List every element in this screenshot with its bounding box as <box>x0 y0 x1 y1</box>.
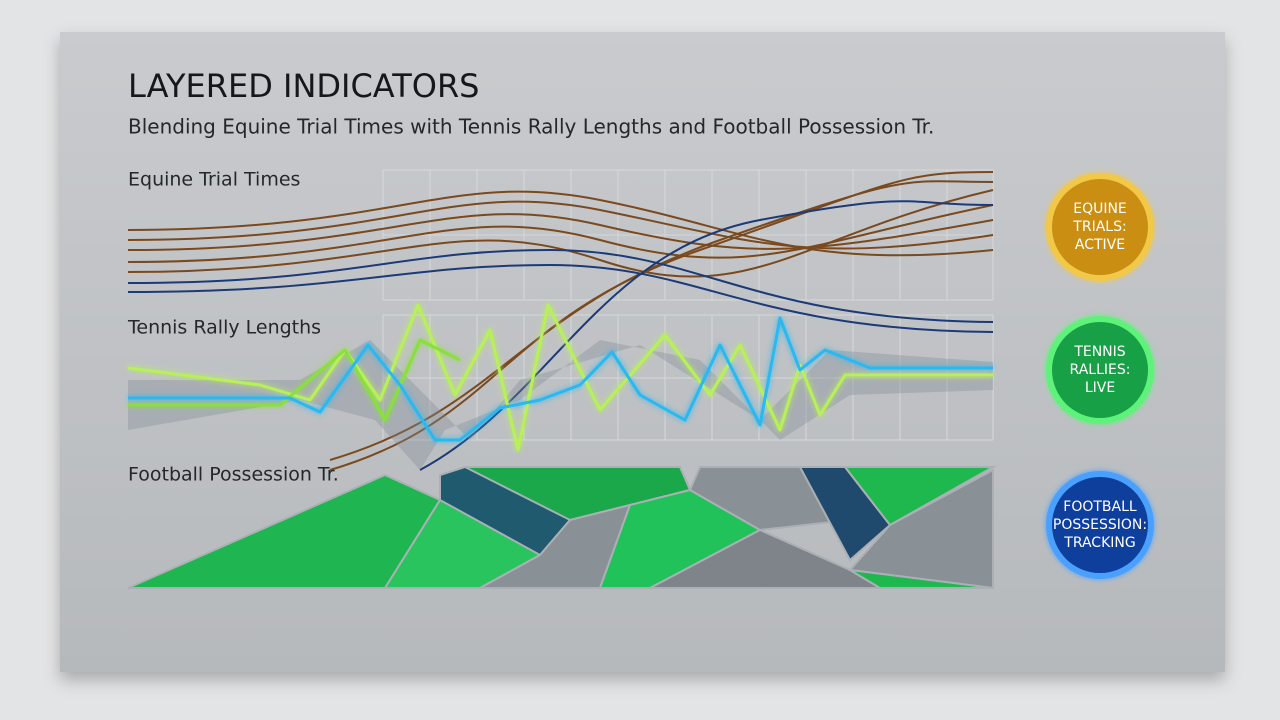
tennis-shade <box>128 340 993 470</box>
badge-text: ACTIVE <box>1075 237 1125 253</box>
tennis-lines <box>127 303 993 452</box>
badge <box>1052 322 1148 418</box>
badge-text: FOOTBALL <box>1063 499 1137 515</box>
section-label: Tennis Rally Lengths <box>127 317 321 339</box>
football-blocks <box>127 466 997 590</box>
badge <box>1052 477 1148 573</box>
badge-text: RALLIES: <box>1070 362 1131 378</box>
grid <box>382 169 994 441</box>
subtitle: Blending Equine Trial Times with Tennis … <box>128 115 934 139</box>
badge-text: TRIALS: <box>1072 219 1126 235</box>
equine-blue-lines <box>127 200 994 471</box>
section-label: Football Possession Tr. <box>128 464 339 486</box>
badge-text: TENNIS <box>1073 344 1125 360</box>
badges <box>1046 173 1154 579</box>
badge-text: TRACKING <box>1063 535 1135 551</box>
title: LAYERED INDICATORS <box>128 67 479 105</box>
badge-text: LIVE <box>1085 380 1115 396</box>
badge-text: EQUINE <box>1073 201 1127 217</box>
section-label: Equine Trial Times <box>128 169 300 191</box>
badge <box>1052 179 1148 275</box>
badge-text: POSSESSION: <box>1053 517 1147 533</box>
